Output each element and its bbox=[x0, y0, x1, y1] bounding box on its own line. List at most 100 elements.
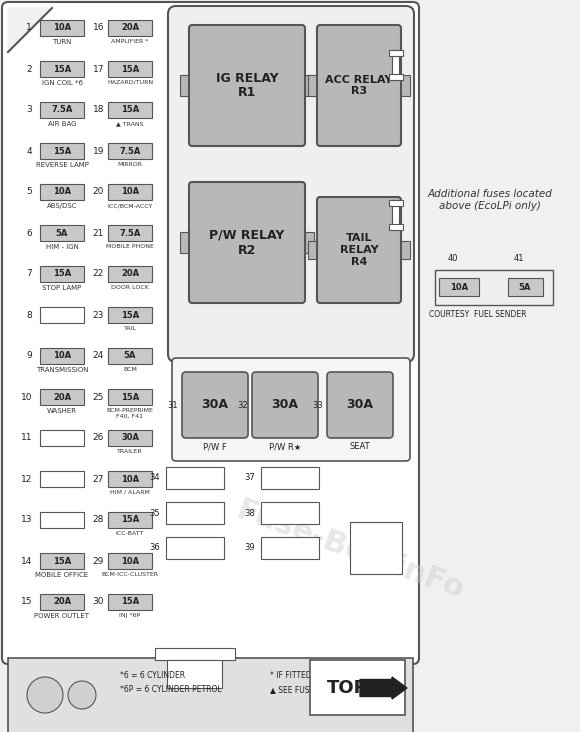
Bar bbox=[108, 553, 152, 569]
Text: 9: 9 bbox=[26, 351, 32, 360]
Bar bbox=[40, 266, 84, 282]
Text: 32: 32 bbox=[237, 400, 248, 409]
Text: HIM - IGN: HIM - IGN bbox=[46, 244, 78, 250]
Text: 7: 7 bbox=[26, 269, 32, 278]
Text: 7.5A: 7.5A bbox=[119, 228, 141, 237]
Text: *6P = 6 CYLINDER PETROL: *6P = 6 CYLINDER PETROL bbox=[120, 685, 222, 695]
FancyBboxPatch shape bbox=[317, 25, 401, 146]
Bar bbox=[40, 20, 84, 36]
Bar bbox=[40, 143, 84, 159]
Text: TURN: TURN bbox=[52, 39, 72, 45]
Text: ▲ SEE FUSE LIST: ▲ SEE FUSE LIST bbox=[270, 685, 332, 695]
Bar bbox=[40, 594, 84, 610]
Text: 30A: 30A bbox=[271, 398, 299, 411]
Text: 2: 2 bbox=[26, 64, 32, 73]
Text: 10A: 10A bbox=[121, 187, 139, 196]
Text: ICC/BCM-ACCY: ICC/BCM-ACCY bbox=[107, 203, 153, 208]
Bar bbox=[108, 430, 152, 446]
FancyBboxPatch shape bbox=[252, 372, 318, 438]
Text: 7.5A: 7.5A bbox=[51, 105, 72, 114]
Text: TRAILER: TRAILER bbox=[117, 449, 143, 454]
Bar bbox=[108, 102, 152, 118]
Bar bbox=[435, 270, 553, 305]
Bar bbox=[108, 307, 152, 323]
Text: 18: 18 bbox=[92, 105, 104, 114]
Bar bbox=[308, 241, 320, 259]
Bar bbox=[40, 307, 84, 323]
Text: 1: 1 bbox=[26, 23, 32, 32]
Bar bbox=[40, 553, 84, 569]
Bar bbox=[108, 20, 152, 36]
Text: 41: 41 bbox=[514, 254, 524, 263]
Text: P/W RELAY
R2: P/W RELAY R2 bbox=[209, 228, 285, 256]
Text: 5A: 5A bbox=[124, 351, 136, 360]
FancyBboxPatch shape bbox=[2, 2, 419, 664]
Text: ▲ TRANS: ▲ TRANS bbox=[116, 121, 144, 126]
Text: 30: 30 bbox=[92, 597, 104, 607]
Text: 21: 21 bbox=[93, 228, 104, 237]
Bar bbox=[310, 660, 405, 715]
Text: TAIL
RELAY
R4: TAIL RELAY R4 bbox=[340, 234, 378, 266]
Text: 15A: 15A bbox=[53, 146, 71, 155]
Bar bbox=[392, 50, 399, 80]
Bar bbox=[302, 75, 314, 96]
Text: 36: 36 bbox=[149, 543, 160, 553]
Text: 20: 20 bbox=[93, 187, 104, 196]
Text: 29: 29 bbox=[93, 556, 104, 566]
Text: 12: 12 bbox=[21, 474, 32, 484]
Text: 5: 5 bbox=[26, 187, 32, 196]
Bar bbox=[261, 467, 319, 489]
Text: 37: 37 bbox=[244, 474, 255, 482]
Text: BCM-ICC-CLUSTER: BCM-ICC-CLUSTER bbox=[102, 572, 158, 577]
Text: Additional fuses located
above (EcoLPi only): Additional fuses located above (EcoLPi o… bbox=[427, 189, 552, 211]
Text: 33: 33 bbox=[312, 400, 323, 409]
Text: MIRROR: MIRROR bbox=[118, 162, 143, 167]
Bar bbox=[155, 648, 235, 660]
Text: 22: 22 bbox=[93, 269, 104, 278]
Bar bbox=[167, 660, 222, 688]
Bar bbox=[108, 389, 152, 405]
Text: SEAT: SEAT bbox=[350, 442, 370, 451]
Bar bbox=[108, 348, 152, 364]
Text: 16: 16 bbox=[92, 23, 104, 32]
Bar bbox=[108, 266, 152, 282]
Text: MOBILE OFFICE: MOBILE OFFICE bbox=[35, 572, 89, 578]
Text: 15A: 15A bbox=[121, 310, 139, 319]
Bar bbox=[389, 224, 403, 230]
Text: TOP: TOP bbox=[327, 679, 368, 697]
Bar bbox=[261, 537, 319, 559]
Text: 15A: 15A bbox=[121, 64, 139, 73]
Bar bbox=[166, 502, 224, 524]
Text: 30A: 30A bbox=[346, 398, 374, 411]
Text: 20A: 20A bbox=[121, 23, 139, 32]
Text: 15: 15 bbox=[20, 597, 32, 607]
Text: 4: 4 bbox=[26, 146, 32, 155]
Text: 10: 10 bbox=[20, 392, 32, 401]
Bar bbox=[350, 522, 402, 574]
Text: 15A: 15A bbox=[121, 392, 139, 401]
Text: 10A: 10A bbox=[121, 474, 139, 484]
Text: WASHER: WASHER bbox=[47, 408, 77, 414]
Text: 15A: 15A bbox=[121, 105, 139, 114]
Text: 30A: 30A bbox=[201, 398, 229, 411]
Bar bbox=[108, 594, 152, 610]
Bar bbox=[392, 200, 399, 230]
Text: 30A: 30A bbox=[121, 433, 139, 443]
Text: P/W F: P/W F bbox=[203, 442, 227, 451]
Text: BCM: BCM bbox=[123, 367, 137, 372]
Text: 40: 40 bbox=[448, 254, 458, 263]
Bar bbox=[40, 389, 84, 405]
Text: AMPLIFIER *: AMPLIFIER * bbox=[111, 39, 148, 44]
FancyBboxPatch shape bbox=[327, 372, 393, 438]
Bar bbox=[439, 278, 479, 296]
Text: 13: 13 bbox=[20, 515, 32, 525]
Bar bbox=[180, 232, 192, 253]
Text: 28: 28 bbox=[93, 515, 104, 525]
Text: 10A: 10A bbox=[121, 556, 139, 566]
Circle shape bbox=[68, 681, 96, 709]
Text: 25: 25 bbox=[93, 392, 104, 401]
Text: 31: 31 bbox=[168, 400, 178, 409]
Bar bbox=[40, 61, 84, 77]
FancyBboxPatch shape bbox=[182, 372, 248, 438]
Bar bbox=[108, 225, 152, 241]
